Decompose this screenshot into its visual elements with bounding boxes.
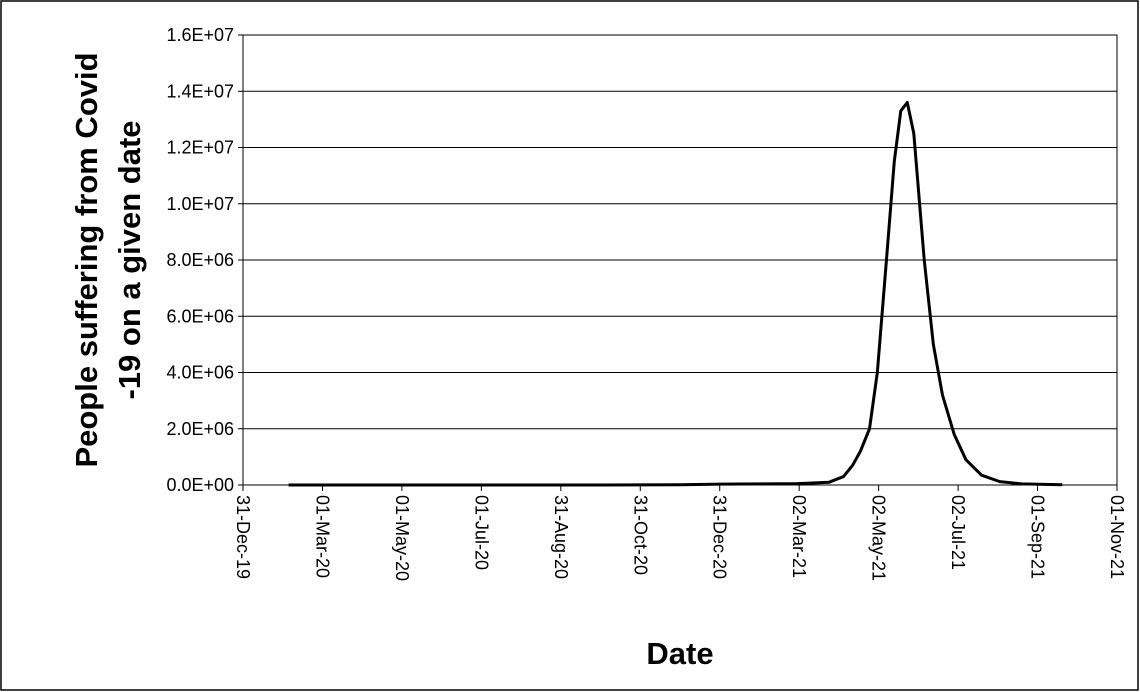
- x-tick-label: 31-Oct-20: [630, 495, 650, 575]
- x-tick-label: 31-Aug-20: [551, 495, 571, 579]
- y-tick-label: 1.4E+07: [166, 81, 234, 101]
- y-tick-label: 6.0E+06: [166, 306, 234, 326]
- y-tick-label: 8.0E+06: [166, 250, 234, 270]
- x-tick-label: 01-May-20: [392, 495, 412, 581]
- data-line: [288, 101, 1063, 487]
- x-tick-label: 01-Nov-21: [1107, 495, 1127, 579]
- y-tick-label: 0.0E+00: [166, 475, 234, 495]
- y-tick-label: 2.0E+06: [166, 419, 234, 439]
- x-tick-label: 01-Sep-21: [1028, 495, 1048, 579]
- y-tick-label: 1.2E+07: [166, 138, 234, 158]
- x-axis-title: Date: [646, 636, 713, 671]
- y-axis-title: People suffering from Covid: [69, 52, 104, 467]
- x-tick-label: 31-Dec-19: [233, 495, 253, 579]
- x-tick-label: 02-Jul-21: [948, 495, 968, 570]
- x-tick-label: 01-Mar-20: [312, 495, 332, 578]
- y-tick-label: 1.0E+07: [166, 194, 234, 214]
- y-tick-label: 1.6E+07: [166, 25, 234, 45]
- x-tick-label: 02-May-21: [869, 495, 889, 581]
- x-tick-label: 31-Dec-20: [710, 495, 730, 579]
- y-tick-label: 4.0E+06: [166, 363, 234, 383]
- y-axis-title: -19 on a given date: [112, 120, 147, 399]
- x-tick-label: 02-Mar-21: [789, 495, 809, 578]
- x-tick-label: 01-Jul-20: [471, 495, 491, 570]
